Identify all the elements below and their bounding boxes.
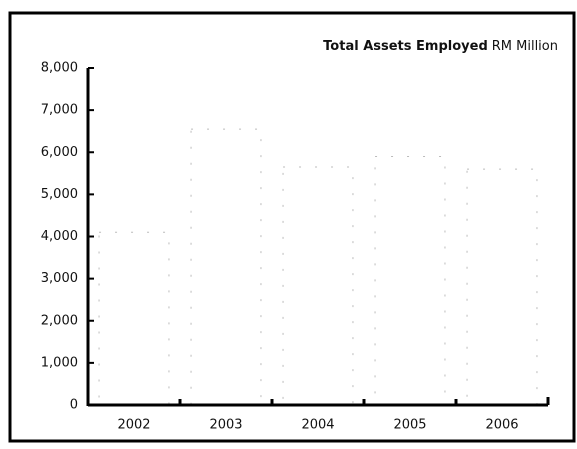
x-tick-label: 2004 [301,418,334,433]
y-tick-label: 2,000 [41,313,78,328]
bar [374,155,446,406]
bar [466,168,538,406]
x-tick-label: 2003 [209,418,242,433]
x-tick-label: 2002 [117,418,150,433]
chart-title-group: Total Assets Employed RM Million [323,39,558,54]
y-tick-label: 5,000 [41,187,78,202]
y-tick-label: 0 [70,398,78,413]
y-tick-label: 8,000 [41,61,78,76]
x-tick-label: 2005 [393,418,426,433]
bar [98,231,170,406]
x-tick-label: 2006 [485,418,518,433]
y-tick-label: 6,000 [41,145,78,160]
y-tick-label: 1,000 [41,355,78,370]
frame [8,11,576,443]
chart-title: Total Assets Employed [323,39,488,54]
bar [190,128,262,406]
y-tick-label: 4,000 [41,229,78,244]
chart-unit: RM Million [492,39,558,54]
y-tick-label: 7,000 [41,103,78,118]
bar [282,166,354,406]
y-tick-label: 3,000 [41,271,78,286]
